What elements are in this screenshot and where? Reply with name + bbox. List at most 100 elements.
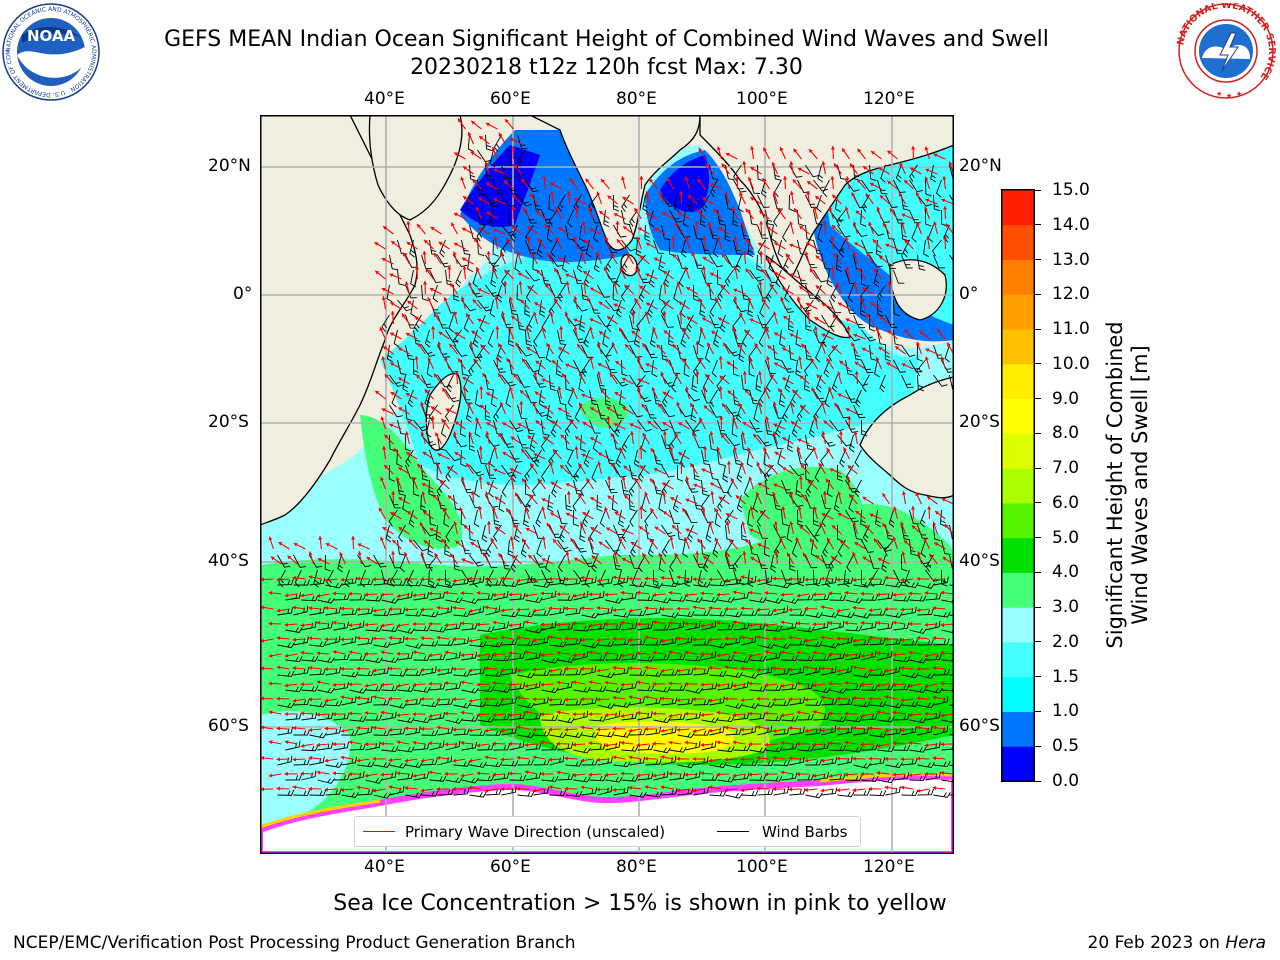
wave-direction-arrowhead xyxy=(628,608,633,613)
wind-barb xyxy=(685,688,703,694)
wave-direction-arrowhead xyxy=(676,756,680,761)
star-icon: ★ xyxy=(1216,90,1222,98)
wave-direction-arrowhead xyxy=(697,178,702,183)
wave-direction-arrowhead xyxy=(831,525,836,530)
wave-direction-arrowhead xyxy=(710,491,715,495)
wind-barb xyxy=(712,239,719,258)
wave-direction-arrowhead xyxy=(645,242,650,247)
wind-barb xyxy=(661,697,678,706)
wave-direction-arrowhead xyxy=(574,446,579,450)
wind-barb xyxy=(822,179,830,198)
wind-barb xyxy=(567,389,574,408)
wind-barb xyxy=(453,702,471,709)
wind-barb xyxy=(477,209,486,226)
wind-barb xyxy=(501,638,518,646)
wind-barb xyxy=(738,344,745,363)
wind-barb xyxy=(581,787,598,796)
wind-barb xyxy=(781,359,795,373)
wave-direction-arrowhead xyxy=(740,727,745,732)
wind-barb xyxy=(797,239,807,255)
wave-direction-arrowhead xyxy=(637,378,642,383)
wave-direction-arrowhead xyxy=(732,650,737,655)
wave-direction-arrowhead xyxy=(628,785,633,790)
wave-direction-arrowhead xyxy=(462,266,467,270)
wind-barb xyxy=(477,539,488,555)
wave-direction-arrowhead xyxy=(684,772,689,777)
wave-direction-arrowhead xyxy=(821,333,826,338)
wave-direction-arrowhead xyxy=(452,786,456,792)
wave-direction-arrowhead xyxy=(424,239,429,244)
wind-barb xyxy=(853,789,871,796)
wind-barb xyxy=(389,404,403,418)
wave-direction-arrowhead xyxy=(885,243,890,248)
wind-barb xyxy=(709,579,727,587)
wave-direction-arrowhead xyxy=(484,666,489,671)
wave-direction-arrowhead xyxy=(620,740,625,746)
wave-direction-arrowhead xyxy=(516,578,521,583)
wind-barb xyxy=(773,179,782,198)
wind-barb xyxy=(919,509,926,528)
wave-direction-arrowhead xyxy=(884,695,889,700)
wind-barb xyxy=(805,194,818,209)
wind-barb xyxy=(341,608,358,616)
wave-direction-arrowhead xyxy=(925,168,930,173)
wave-direction-arrowhead xyxy=(420,607,424,612)
wave-direction-arrowhead xyxy=(276,757,280,762)
wind-barb xyxy=(469,224,480,240)
wave-direction-arrowhead xyxy=(788,697,792,702)
wind-barb xyxy=(605,598,623,604)
wind-barb xyxy=(461,479,474,494)
wave-direction-arrowhead xyxy=(624,494,629,499)
wave-direction-arrowhead xyxy=(903,540,908,545)
wind-barb xyxy=(301,685,319,692)
wind-barb xyxy=(837,434,853,447)
wave-direction-arrowhead xyxy=(718,227,723,231)
wave-direction-arrowhead xyxy=(419,522,424,527)
wave-direction-arrowhead xyxy=(740,221,745,226)
wind-barb xyxy=(615,449,622,468)
wind-barb xyxy=(573,590,589,601)
wind-barb xyxy=(573,686,591,693)
wind-barb xyxy=(493,509,501,527)
wave-direction-arrowhead xyxy=(580,666,584,671)
wave-direction-arrowhead xyxy=(708,665,713,670)
wave-direction-arrowhead xyxy=(409,539,413,544)
wave-direction-arrowhead xyxy=(395,476,400,481)
colorbar-tick-mark xyxy=(1035,710,1041,712)
wind-barb xyxy=(779,389,785,408)
wind-barb xyxy=(373,609,391,617)
wave-direction-arrowhead xyxy=(524,742,529,747)
wave-direction-arrowhead xyxy=(476,590,481,596)
wind-barb xyxy=(658,254,665,273)
colorbar-tick-mark xyxy=(1035,293,1041,295)
wind-barb xyxy=(853,344,862,361)
wind-barb xyxy=(701,620,717,631)
wind-barb xyxy=(517,790,535,797)
wave-direction-arrowhead xyxy=(441,538,446,543)
wave-direction-arrowhead xyxy=(716,653,721,658)
wind-barb xyxy=(541,743,558,751)
wave-direction-arrowhead xyxy=(270,556,275,561)
wave-direction-arrowhead xyxy=(468,785,473,790)
wave-direction-arrowhead xyxy=(420,577,424,582)
wind-barb xyxy=(645,758,662,766)
wind-barb xyxy=(373,729,391,736)
wind-barb xyxy=(804,359,814,377)
wave-direction-arrowhead xyxy=(879,256,884,260)
wave-direction-arrowhead xyxy=(405,392,410,397)
wind-barb xyxy=(405,254,418,268)
wind-barb xyxy=(701,239,712,255)
wind-barb xyxy=(854,479,862,498)
wave-direction-arrowhead xyxy=(879,315,884,320)
wave-direction-arrowhead xyxy=(838,431,844,435)
wave-direction-arrowhead xyxy=(494,296,499,300)
wave-direction-arrowhead xyxy=(826,537,831,542)
wave-direction-arrowhead xyxy=(438,241,443,246)
wind-barb xyxy=(317,687,335,694)
wave-direction-arrowhead xyxy=(625,344,629,348)
wind-barb xyxy=(285,686,303,693)
wave-direction-arrowhead xyxy=(644,491,649,496)
wave-direction-arrowhead xyxy=(590,407,595,411)
wave-direction-arrowhead xyxy=(555,237,560,242)
wave-direction-arrowhead xyxy=(835,281,840,286)
